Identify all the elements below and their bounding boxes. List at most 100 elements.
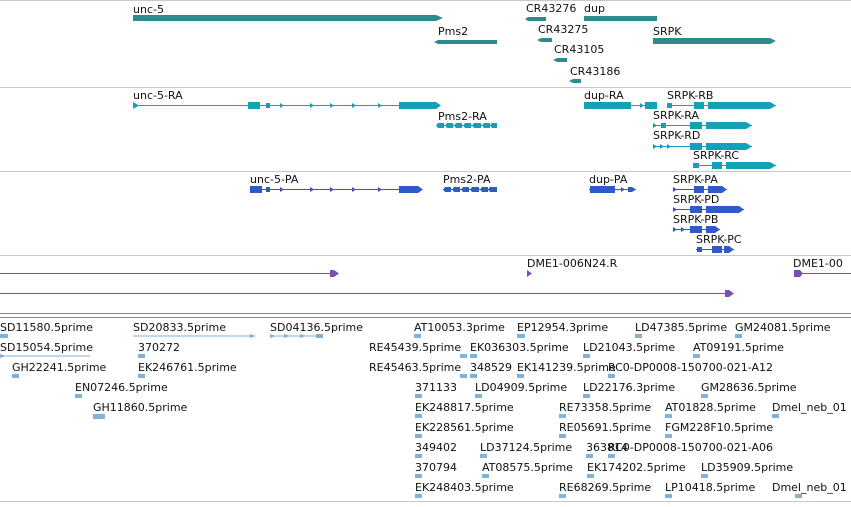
protein-label: Pms2-PA [443,173,491,186]
est-feature[interactable]: LP10418.5prime [665,481,756,498]
est-feature[interactable]: SD20833.5prime [133,321,256,338]
est-feature[interactable]: 348529 [470,361,512,378]
est-feature[interactable]: EK036303.5prime [470,341,569,358]
clone-feature-2[interactable] [0,290,734,297]
est-feature[interactable]: LD37124.5prime [480,441,572,458]
est-feature[interactable]: LD35909.5prime [701,461,793,478]
est-feature[interactable]: EK228561.5prime [415,421,514,438]
est-feature[interactable]: EK141239.5prime [517,361,616,378]
est-feature[interactable]: RC0-DP0008-150700-021-A12 [608,361,773,378]
est-feature[interactable]: Dmel_neb_01 [772,481,847,498]
est-label: RE68269.5prime [559,481,651,494]
est-feature[interactable]: SD15054.5prime [0,341,93,358]
est-feature[interactable]: 370272 [138,341,180,358]
protein-srpk-pa[interactable]: SRPK-PA [673,173,727,193]
clone-feature-dme1-006n24[interactable]: DME1-006N24.R [527,257,618,277]
gene-feature-srpk[interactable]: SRPK [653,25,776,44]
est-feature[interactable]: GH22241.5prime [12,361,107,378]
protein-srpk-pc[interactable]: SRPK-PC [696,233,742,253]
transcript-srpk-rd[interactable]: SRPK-RD [653,129,752,150]
gene-feature-cr43186[interactable]: CR43186 [569,65,620,83]
est-label: LD47385.5prime [635,321,727,334]
est-label: GM24081.5prime [735,321,831,334]
gene-label: SRPK [653,25,682,38]
est-label: EK246761.5prime [138,361,237,374]
est-feature[interactable]: Dmel_neb_01 [772,401,847,418]
est-feature[interactable]: SD11580.5prime [0,321,93,338]
est-feature[interactable]: EP12954.3prime [517,321,608,338]
est-feature[interactable]: LD04909.5prime [475,381,567,398]
est-feature[interactable]: RE73358.5prime [559,401,651,418]
est-label: EN07246.5prime [75,381,168,394]
est-feature[interactable]: EK246761.5prime [138,361,237,378]
est-feature[interactable]: RC0-DP0008-150700-021-A06 [608,441,773,458]
protein-dup-pa[interactable]: dup-PA [589,173,636,193]
transcript-label: Pms2-RA [438,110,487,123]
protein-srpk-pb[interactable]: SRPK-PB [673,213,720,233]
est-feature[interactable]: RE05691.5prime [559,421,651,438]
est-feature[interactable]: RE68269.5prime [559,481,651,498]
transcript-srpk-rb[interactable]: SRPK-RB [667,89,776,109]
est-label: 363814 [586,441,628,454]
est-label: EP12954.3prime [517,321,608,334]
est-feature[interactable]: GH11860.5prime [93,401,188,419]
transcript-unc-5-ra[interactable]: unc-5-RA [133,89,441,109]
protein-srpk-pd[interactable]: SRPK-PD [673,193,744,213]
gene-feature-dup[interactable]: dup [584,2,657,21]
gene-feature-cr43275[interactable]: CR43275 [537,23,588,42]
est-feature[interactable]: 363814 [586,441,628,458]
protein-unc-5-pa[interactable]: unc-5-PA [250,173,423,193]
est-label: 371133 [415,381,457,394]
est-label: EK228561.5prime [415,421,514,434]
clone-feature-1[interactable] [0,270,339,277]
gene-label: Pms2 [438,25,468,38]
transcript-label: SRPK-RB [667,89,713,102]
gene-feature-cr43276[interactable]: CR43276 [525,2,576,21]
est-label: LP10418.5prime [665,481,756,494]
est-feature[interactable]: AT10053.3prime [414,321,505,338]
est-label: RE45463.5prime [369,361,461,374]
est-feature[interactable]: RE45463.5prime [369,361,467,378]
est-feature[interactable]: SD04136.5prime [270,321,363,338]
est-feature[interactable]: GM24081.5prime [735,321,831,338]
est-label: 370794 [415,461,457,474]
transcript-track: unc-5-RA Pms2-RA dup-RA [133,89,776,169]
est-label: GM28636.5prime [701,381,797,394]
clone-feature-dme1-00[interactable]: DME1-00 [793,257,851,277]
gene-feature-unc-5[interactable]: unc-5 [133,3,443,21]
est-feature[interactable]: EK248817.5prime [415,401,514,418]
est-feature[interactable]: AT01828.5prime [665,401,756,418]
est-label: 348529 [470,361,512,374]
est-feature[interactable]: LD21043.5prime [583,341,675,358]
transcript-dup-ra[interactable]: dup-RA [584,89,657,109]
est-feature[interactable]: EK248403.5prime [415,481,514,498]
gene-feature-cr43105[interactable]: CR43105 [553,43,604,62]
gene-feature-pms2[interactable]: Pms2 [434,25,497,44]
transcript-pms2-ra[interactable]: Pms2-RA [436,110,497,128]
est-label: FGM228F10.5prime [665,421,773,434]
gene-label: CR43275 [538,23,588,36]
est-label: Dmel_neb_01 [772,481,847,494]
est-feature[interactable]: AT09191.5prime [693,341,784,358]
protein-pms2-pa[interactable]: Pms2-PA [443,173,497,192]
est-feature[interactable]: 371133 [415,381,457,398]
est-label: AT01828.5prime [665,401,756,414]
est-label: EK248403.5prime [415,481,514,494]
clone-label: DME1-00 [793,257,843,270]
est-label: LD35909.5prime [701,461,793,474]
est-feature[interactable]: GM28636.5prime [701,381,797,398]
est-label: SD11580.5prime [0,321,93,334]
est-feature[interactable]: LD47385.5prime [635,321,727,338]
gene-label: unc-5 [133,3,164,16]
transcript-srpk-rc[interactable]: SRPK-RC [693,149,776,169]
est-feature[interactable]: EN07246.5prime [75,381,168,398]
est-feature[interactable]: AT08575.5prime [482,461,573,478]
est-feature[interactable]: LD22176.3prime [583,381,675,398]
est-feature[interactable]: RE45439.5prime [369,341,467,358]
est-feature[interactable]: FGM228F10.5prime [665,421,773,438]
est-feature[interactable]: 349402 [415,441,457,458]
est-feature[interactable]: EK174202.5prime [587,461,686,478]
est-feature[interactable]: 370794 [415,461,457,478]
transcript-srpk-ra[interactable]: SRPK-RA [653,109,752,129]
